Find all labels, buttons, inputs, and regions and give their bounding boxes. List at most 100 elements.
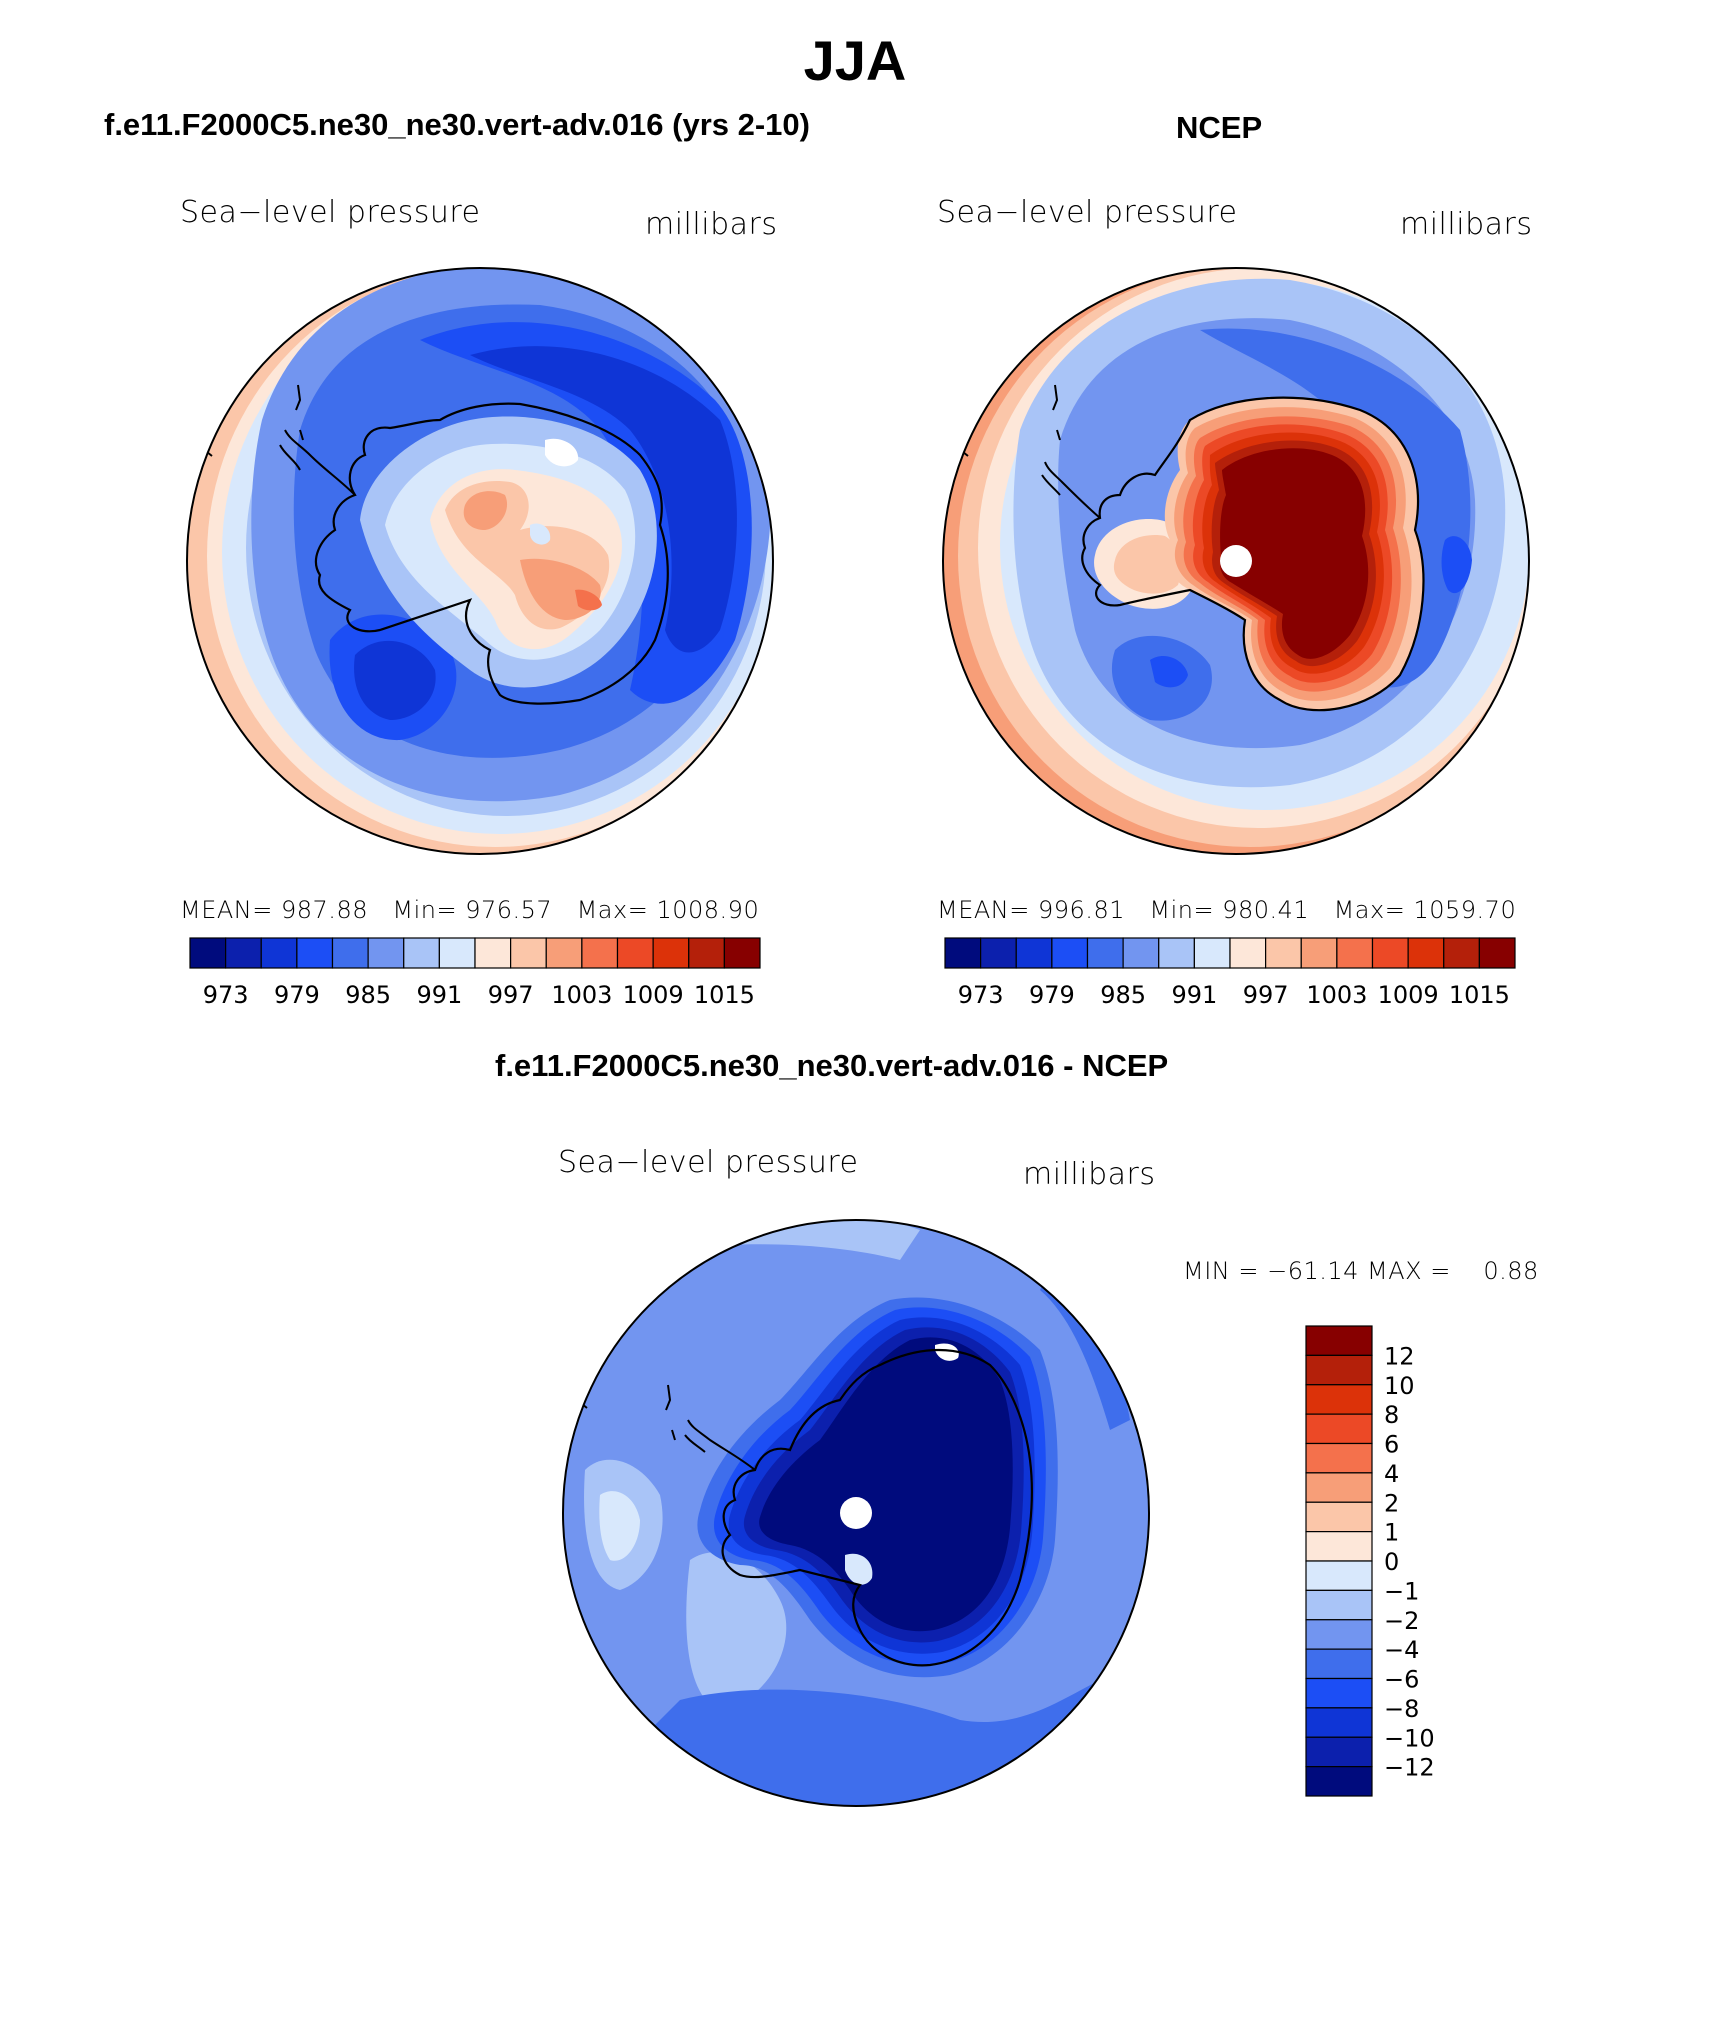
panel1-stats: MEAN= 987.88 Min= 976.57 Max= 1008.90 (180, 896, 759, 924)
panel3-colorbar-tick: 10 (1384, 1372, 1415, 1400)
panel3-colorbar-box (1305, 1472, 1373, 1503)
panel3-pole-mask (840, 1497, 872, 1529)
panel2-colorbar-tick: 979 (1029, 981, 1075, 1009)
panel2-colorbar-box (1265, 937, 1302, 969)
panel3-fill-positive-spot (935, 1343, 959, 1361)
panel1-colorbar-tick: 997 (488, 981, 534, 1009)
panel3-colorbar-box (1305, 1413, 1373, 1445)
panel3-colorbar-box (1305, 1560, 1373, 1591)
panel1-units-label: millibars (645, 207, 778, 242)
panel1-fill-antarctic-1003-a (463, 491, 508, 530)
panel1-colorbar-box (688, 937, 725, 969)
panel2-field-label: Sea−level pressure (937, 195, 1238, 230)
panel1-colorbar-tick: 979 (274, 981, 320, 1009)
panel3-units-label: millibars (1023, 1157, 1156, 1192)
panel2-colorbar-box (1158, 937, 1195, 969)
panel1-colorbar-box (403, 937, 440, 969)
panel3-colorbar-tick: −12 (1384, 1754, 1435, 1782)
panel2-fill-982-west (1150, 655, 1188, 688)
panel1-map-border (186, 267, 774, 855)
panel2-colorbar-box (1086, 937, 1124, 969)
panel1-colorbar-box (474, 937, 512, 969)
panel1-fill-antarctic-1006 (575, 589, 602, 611)
panel2-colorbar-box (1478, 937, 1516, 969)
panel2-colorbar-box (980, 937, 1017, 969)
panel2-max-label: Max= (1333, 896, 1406, 924)
panel2-fill-antarctic-1018 (1220, 448, 1369, 659)
panel1-max-value: 1008.90 (656, 896, 760, 924)
panel3-colorbar-box (1305, 1677, 1373, 1709)
panel1-colorbar-box (225, 937, 262, 969)
panel2-colorbar-box (1051, 937, 1089, 969)
panel3-colorbar-box (1305, 1648, 1373, 1680)
panel2-colorbar-tick: 1015 (1449, 981, 1510, 1009)
panel3-colorbar-tick: −10 (1384, 1724, 1435, 1752)
panel2-colorbar-tick: 973 (958, 981, 1004, 1009)
panel1-colorbar-box (616, 937, 654, 969)
panel2-pole-mask (1220, 545, 1252, 577)
panel1-min-value: 976.57 (465, 896, 553, 924)
panel2-colorbar-box (1371, 937, 1409, 969)
panel2-title: NCEP (1176, 110, 1263, 145)
panel3-peninsula-coast (684, 1419, 756, 1471)
panel2-colorbar: 973 979 985 991 997 1003 1009 1015 (944, 937, 1516, 1009)
panel3-colorbar-tick: 1 (1384, 1519, 1399, 1547)
panel2-colorbar-box (1229, 937, 1267, 969)
panel1-colorbar-box (438, 937, 476, 969)
panel1-colorbar-box (260, 937, 298, 969)
panel2-fill-982-east (1441, 536, 1472, 594)
panel3-fill-minus4-east (1040, 1270, 1130, 1430)
panel2-colorbar-box (1300, 937, 1338, 969)
panel3-colorbar-tick: 2 (1384, 1489, 1399, 1517)
panel1-colorbar-tick: 1009 (623, 981, 684, 1009)
panel3-colorbar-tick: 6 (1384, 1431, 1399, 1459)
panel1-colorbar-box (581, 937, 619, 969)
panel1-map (187, 268, 773, 854)
panel3-colorbar-tick: −4 (1384, 1636, 1419, 1664)
panel2-colorbar-tick: 991 (1171, 981, 1217, 1009)
panel1-mean-label: MEAN= (180, 896, 273, 924)
panel3-colorbar-box (1305, 1325, 1373, 1356)
panel2-mean-value: 996.81 (1038, 896, 1125, 924)
panel3-fill-0-west (599, 1491, 640, 1561)
panel3-colorbar-tick: −6 (1384, 1666, 1419, 1694)
panel1-max-label: Max= (576, 896, 649, 924)
panel3-colorbar-tick: −1 (1384, 1577, 1419, 1605)
panel2-colorbar-box (944, 937, 982, 969)
panel3-colorbar-box (1305, 1384, 1373, 1415)
panel3-fill-minus1-southwest (686, 1552, 787, 1710)
panel2-colorbar-box (1122, 937, 1160, 969)
panel3-colorbar-box (1305, 1531, 1373, 1562)
panel2-colorbar-box (1193, 937, 1231, 969)
panel1-colorbar-box (331, 937, 369, 969)
panel1-field-label: Sea−level pressure (180, 195, 481, 230)
panel1-fill-plateau-spot (545, 438, 579, 467)
panel2-colorbar-tick: 1009 (1378, 981, 1439, 1009)
panel3-fill-ross-spot (845, 1553, 873, 1585)
panel1-colorbar-tick: 1003 (551, 981, 612, 1009)
figure-title: JJA (803, 29, 907, 92)
panel1-min-label: Min= (392, 896, 458, 924)
panel1-colorbar-box (189, 937, 227, 969)
panel1-fill-979-east (470, 346, 737, 653)
panel2-stats: MEAN= 996.81 Min= 980.41 Max= 1059.70 (937, 896, 1516, 924)
panel3-colorbar-box (1305, 1707, 1373, 1738)
panel1-colorbar-box (652, 937, 690, 969)
panel1-fill-979-west (354, 640, 436, 720)
panel2-antarctica-coast (1081, 396, 1425, 712)
panel1-colorbar-box (296, 937, 334, 969)
panel3-fill-minus12 (759, 1337, 1013, 1632)
panel2-min-value: 980.41 (1222, 896, 1310, 924)
panel3-colorbar-box (1305, 1619, 1373, 1650)
panel1-colorbar-tick: 1015 (694, 981, 755, 1009)
panel2-min-label: Min= (1149, 896, 1215, 924)
panel1-colorbar-box (545, 937, 583, 969)
panel3-colorbar-tick: 0 (1384, 1548, 1399, 1576)
panel3-colorbar-box (1305, 1354, 1373, 1386)
panel2-colorbar-box (1407, 937, 1445, 969)
panel2-colorbar-box (1443, 937, 1480, 969)
panel3-map-border (562, 1219, 1150, 1807)
panel3-colorbar-tick: 8 (1384, 1401, 1399, 1429)
